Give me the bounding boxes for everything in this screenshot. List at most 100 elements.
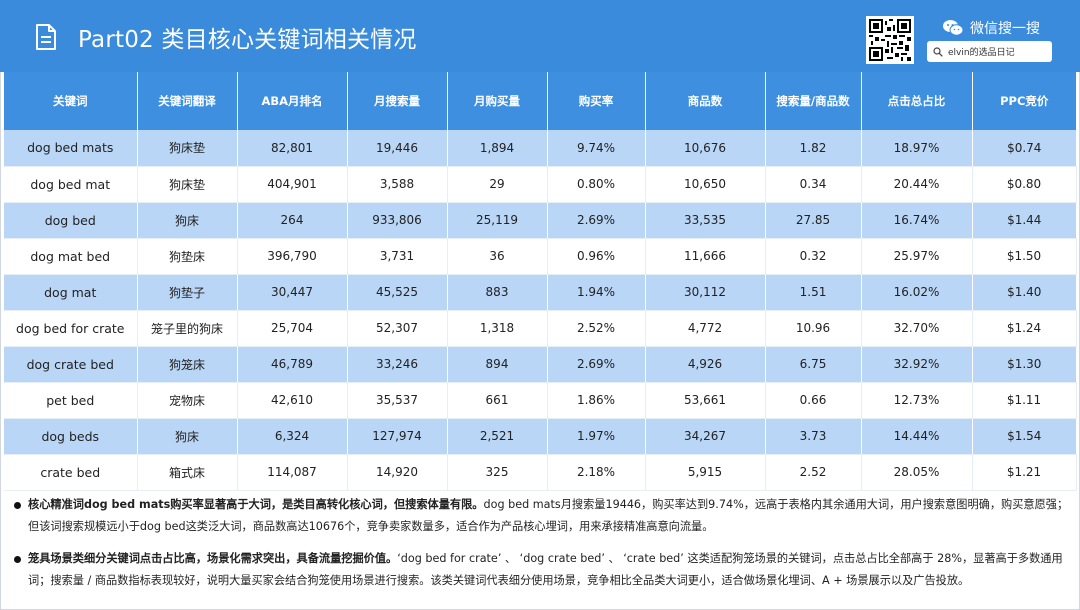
cell-click-share: 16.02% <box>861 274 973 311</box>
cell-monthly-searches: 33,246 <box>347 346 448 383</box>
cell-monthly-purchases: 325 <box>447 454 548 491</box>
cell-product-count: 53,661 <box>645 382 766 419</box>
header-ppc-bid: PPC竞价 <box>972 72 1076 130</box>
cell-search-per-product: 3.73 <box>765 418 862 455</box>
bullet-icon <box>14 502 21 509</box>
cell-search-per-product: 0.32 <box>765 238 862 275</box>
cell-click-share: 12.73% <box>861 382 973 419</box>
table-row: dog bed mats 狗床垫 82,801 19,446 1,894 9.74% 10,… <box>4 130 1076 167</box>
cell-translation: 狗床 <box>137 202 238 239</box>
cell-monthly-searches: 35,537 <box>347 382 448 419</box>
note-headline: 笼具场景类细分关键词点击占比高，场景化需求突出，具备流量挖掘价值。 <box>28 552 398 565</box>
header-aba-rank: ABA月排名 <box>237 72 348 130</box>
cell-monthly-searches: 3,731 <box>347 238 448 275</box>
cell-translation: 狗笼床 <box>137 346 238 383</box>
cell-search-per-product: 0.66 <box>765 382 862 419</box>
cell-product-count: 4,926 <box>645 346 766 383</box>
cell-click-share: 14.44% <box>861 418 973 455</box>
cell-search-per-product: 1.51 <box>765 274 862 311</box>
cell-ppc-bid: $1.54 <box>972 418 1076 455</box>
cell-ppc-bid: $1.21 <box>972 454 1077 491</box>
table-row: pet bed 宠物床 42,610 35,537 661 1.86% 53,661 0.66… <box>4 382 1077 419</box>
cell-monthly-searches: 45,525 <box>347 274 448 311</box>
cell-monthly-purchases: 25,119 <box>447 202 548 239</box>
page-title: Part02 类目核心关键词相关情况 <box>78 27 417 53</box>
cell-search-per-product: 27.85 <box>765 202 862 239</box>
wechat-search-label: 微信搜一搜 <box>970 21 1040 37</box>
cell-ppc-bid: $1.44 <box>972 202 1076 239</box>
search-box[interactable]: elvin的选品日记 <box>927 41 1052 62</box>
cell-keyword: dog bed mats <box>4 130 138 167</box>
cell-click-share: 28.05% <box>861 454 973 491</box>
cell-search-per-product: 0.34 <box>765 166 862 203</box>
cell-monthly-searches: 933,806 <box>347 202 448 239</box>
cell-click-share: 32.92% <box>861 346 973 383</box>
cell-monthly-searches: 127,974 <box>347 418 448 455</box>
cell-monthly-purchases: 2,521 <box>447 418 548 455</box>
keyword-table: 关键词 关键词翻译 ABA月排名 月搜索量 月购买量 购买率 商品数 搜索量/商… <box>4 72 1077 491</box>
cell-monthly-purchases: 661 <box>447 382 548 419</box>
cell-purchase-rate: 2.69% <box>547 346 646 383</box>
cell-product-count: 33,535 <box>645 202 766 239</box>
table-row: crate bed 箱式床 114,087 14,920 325 2.18% 5,915 2.… <box>4 454 1077 491</box>
cell-product-count: 10,676 <box>645 130 766 167</box>
table-row: dog bed mat 狗床垫 404,901 3,588 29 0.80% 10,650 0… <box>4 166 1077 203</box>
cell-click-share: 18.97% <box>861 130 973 167</box>
note-body: ‘dog bed for crate’ 、 ‘dog crate bed’ 、 … <box>28 552 1063 587</box>
table-row: dog mat 狗垫子 30,447 45,525 883 1.94% 30,112 1.51… <box>4 274 1076 311</box>
cell-search-per-product: 10.96 <box>765 310 862 347</box>
cell-aba-rank: 82,801 <box>237 130 348 167</box>
cell-translation: 狗床垫 <box>137 130 238 167</box>
cell-purchase-rate: 0.96% <box>547 238 646 275</box>
cell-aba-rank: 396,790 <box>237 238 348 275</box>
cell-monthly-purchases: 1,894 <box>447 130 548 167</box>
wechat-search-row: 微信搜一搜 <box>942 18 1040 38</box>
cell-purchase-rate: 1.97% <box>547 418 646 455</box>
document-icon <box>36 24 56 50</box>
header-translation: 关键词翻译 <box>137 72 238 130</box>
search-text: elvin的选品日记 <box>948 48 1015 58</box>
cell-product-count: 5,915 <box>645 454 766 491</box>
cell-keyword: crate bed <box>4 454 138 491</box>
cell-ppc-bid: $1.50 <box>972 238 1077 275</box>
cell-translation: 箱式床 <box>137 454 238 491</box>
cell-aba-rank: 114,087 <box>237 454 348 491</box>
table-header-row: 关键词 关键词翻译 ABA月排名 月搜索量 月购买量 购买率 商品数 搜索量/商… <box>4 72 1076 130</box>
cell-aba-rank: 30,447 <box>237 274 348 311</box>
cell-monthly-searches: 3,588 <box>347 166 448 203</box>
cell-product-count: 30,112 <box>645 274 766 311</box>
header-purchase-rate: 购买率 <box>547 72 646 130</box>
cell-keyword: dog mat <box>4 274 138 311</box>
header-monthly-purchases: 月购买量 <box>447 72 548 130</box>
cell-aba-rank: 264 <box>237 202 348 239</box>
cell-translation: 狗垫子 <box>137 274 238 311</box>
header-search-per-product: 搜索量/商品数 <box>765 72 862 130</box>
cell-product-count: 4,772 <box>645 310 766 347</box>
note-headline: 核心精准词dog bed mats购买率显著高于大词，是类目高转化核心词，但搜索… <box>28 498 484 511</box>
cell-search-per-product: 2.52 <box>765 454 862 491</box>
cell-ppc-bid: $1.30 <box>972 346 1076 383</box>
cell-purchase-rate: 2.69% <box>547 202 646 239</box>
note-item: 核心精准词dog bed mats购买率显著高于大词，是类目高转化核心词，但搜索… <box>14 494 1070 538</box>
cell-translation: 狗床垫 <box>137 166 238 203</box>
table-row: dog mat bed 狗垫床 396,790 3,731 36 0.96% 11,666 0… <box>4 238 1077 275</box>
cell-translation: 宠物床 <box>137 382 238 419</box>
cell-ppc-bid: $0.74 <box>972 130 1076 167</box>
table-row: dog crate bed 狗笼床 46,789 33,246 894 2.69% 4,92… <box>4 346 1076 383</box>
cell-keyword: pet bed <box>4 382 138 419</box>
wechat-icon <box>943 20 964 36</box>
table-row: dog bed for crate 笼子里的狗床 25,704 52,307 1,318… <box>4 310 1077 347</box>
cell-aba-rank: 404,901 <box>237 166 348 203</box>
cell-purchase-rate: 2.18% <box>547 454 646 491</box>
cell-product-count: 34,267 <box>645 418 766 455</box>
cell-search-per-product: 1.82 <box>765 130 862 167</box>
header-keyword: 关键词 <box>4 72 138 130</box>
cell-product-count: 10,650 <box>645 166 766 203</box>
cell-monthly-purchases: 894 <box>447 346 548 383</box>
cell-product-count: 11,666 <box>645 238 766 275</box>
note-body: dog bed mats月搜索量19446，购买率达到9.74%，远高于表格内其… <box>28 498 1069 533</box>
cell-aba-rank: 6,324 <box>237 418 348 455</box>
cell-keyword: dog beds <box>4 418 138 455</box>
cell-purchase-rate: 1.94% <box>547 274 646 311</box>
bullet-icon <box>14 556 21 563</box>
